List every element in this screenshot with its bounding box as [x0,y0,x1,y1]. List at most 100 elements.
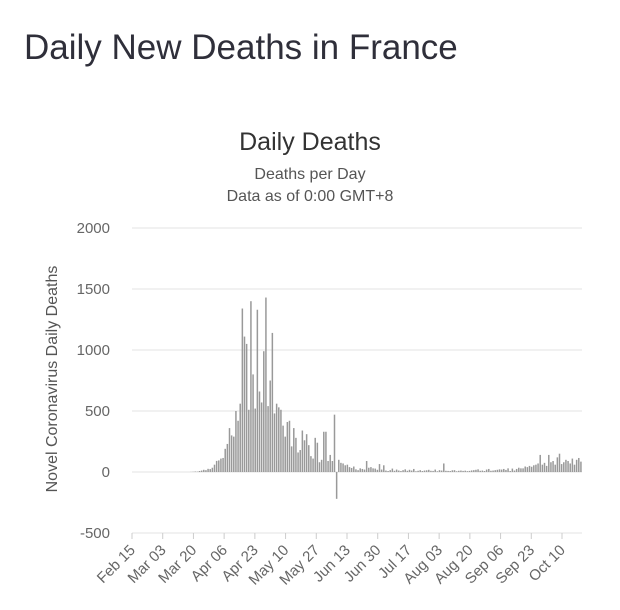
bar [359,468,361,472]
bar [552,461,554,472]
bar [224,448,226,472]
bar [312,458,314,472]
bar [284,436,286,472]
bar [578,457,580,472]
bar [518,467,520,472]
bar [323,431,325,472]
bar [580,461,582,472]
bar [241,308,244,472]
bar [573,464,576,472]
bar [530,466,533,472]
bar [554,464,556,472]
bar [503,468,505,472]
y-axis-label: Novel Coronavirus Daily Deaths [44,266,61,493]
bar [198,471,201,472]
page-title: Daily New Deaths in France [24,28,458,67]
bar [464,470,466,472]
y-tick-label: 500 [85,403,110,420]
bar [273,413,276,472]
bar [423,470,426,472]
bar [479,470,481,472]
bar [207,468,209,472]
bar [275,403,278,472]
bar [460,470,462,472]
bar [567,461,569,472]
bars [190,297,582,499]
chart-title: Daily Deaths [239,128,381,156]
bar [235,411,237,472]
bar [288,420,291,472]
bar [213,464,216,472]
bar [575,459,578,472]
bar [528,465,531,472]
bar [438,470,441,472]
chart-data-timestamp: Data as of 0:00 GMT+8 [226,188,394,205]
bar [410,470,413,472]
bar [498,469,501,472]
bar [378,464,381,472]
bar [468,470,471,472]
bar [320,459,323,472]
bar [419,470,421,472]
bar [282,425,284,472]
bar [500,469,503,472]
bar [237,420,239,472]
bar [548,454,550,472]
bar [513,470,516,472]
bar [488,468,490,472]
bar [263,351,265,472]
bar [507,468,509,472]
bar [545,465,548,472]
bar [560,464,563,472]
bar [490,470,492,472]
bar [533,465,535,472]
bar [380,469,383,472]
bar [331,461,334,472]
bar [220,458,222,472]
bar [286,421,289,472]
y-tick-label: 0 [102,464,110,481]
bar [481,470,484,472]
bar [355,469,357,472]
bar [458,470,460,472]
bar [290,446,293,472]
bar [308,445,310,472]
bar [344,465,346,472]
bar [230,435,233,472]
y-axis-ticks: 2000 1500 1000 500 0 -500 [77,220,110,542]
bar [539,454,541,472]
bar [203,469,205,472]
bar [374,468,376,472]
bar [327,461,329,472]
bar [432,470,434,472]
bar [428,469,430,472]
bar [329,454,331,472]
bar [254,408,256,472]
bar [470,470,473,472]
bar [434,469,436,472]
bar [543,462,546,472]
bar [563,462,565,472]
bar [515,468,518,472]
bar [233,436,235,472]
bar [245,343,248,472]
bar [537,463,539,472]
bar [361,468,364,472]
bar [385,470,387,472]
bar [256,309,259,472]
bar [338,459,340,472]
bar [239,403,241,472]
bar [295,437,297,472]
bar [267,406,269,472]
bar [558,453,561,472]
bar [376,469,379,472]
bar [462,470,464,472]
bar [571,458,574,472]
bar [522,468,524,472]
bar [215,460,218,472]
y-tick-label: 1000 [77,342,110,359]
bar [445,470,447,472]
bar [415,471,417,472]
bar [318,462,321,472]
bar [280,409,282,472]
